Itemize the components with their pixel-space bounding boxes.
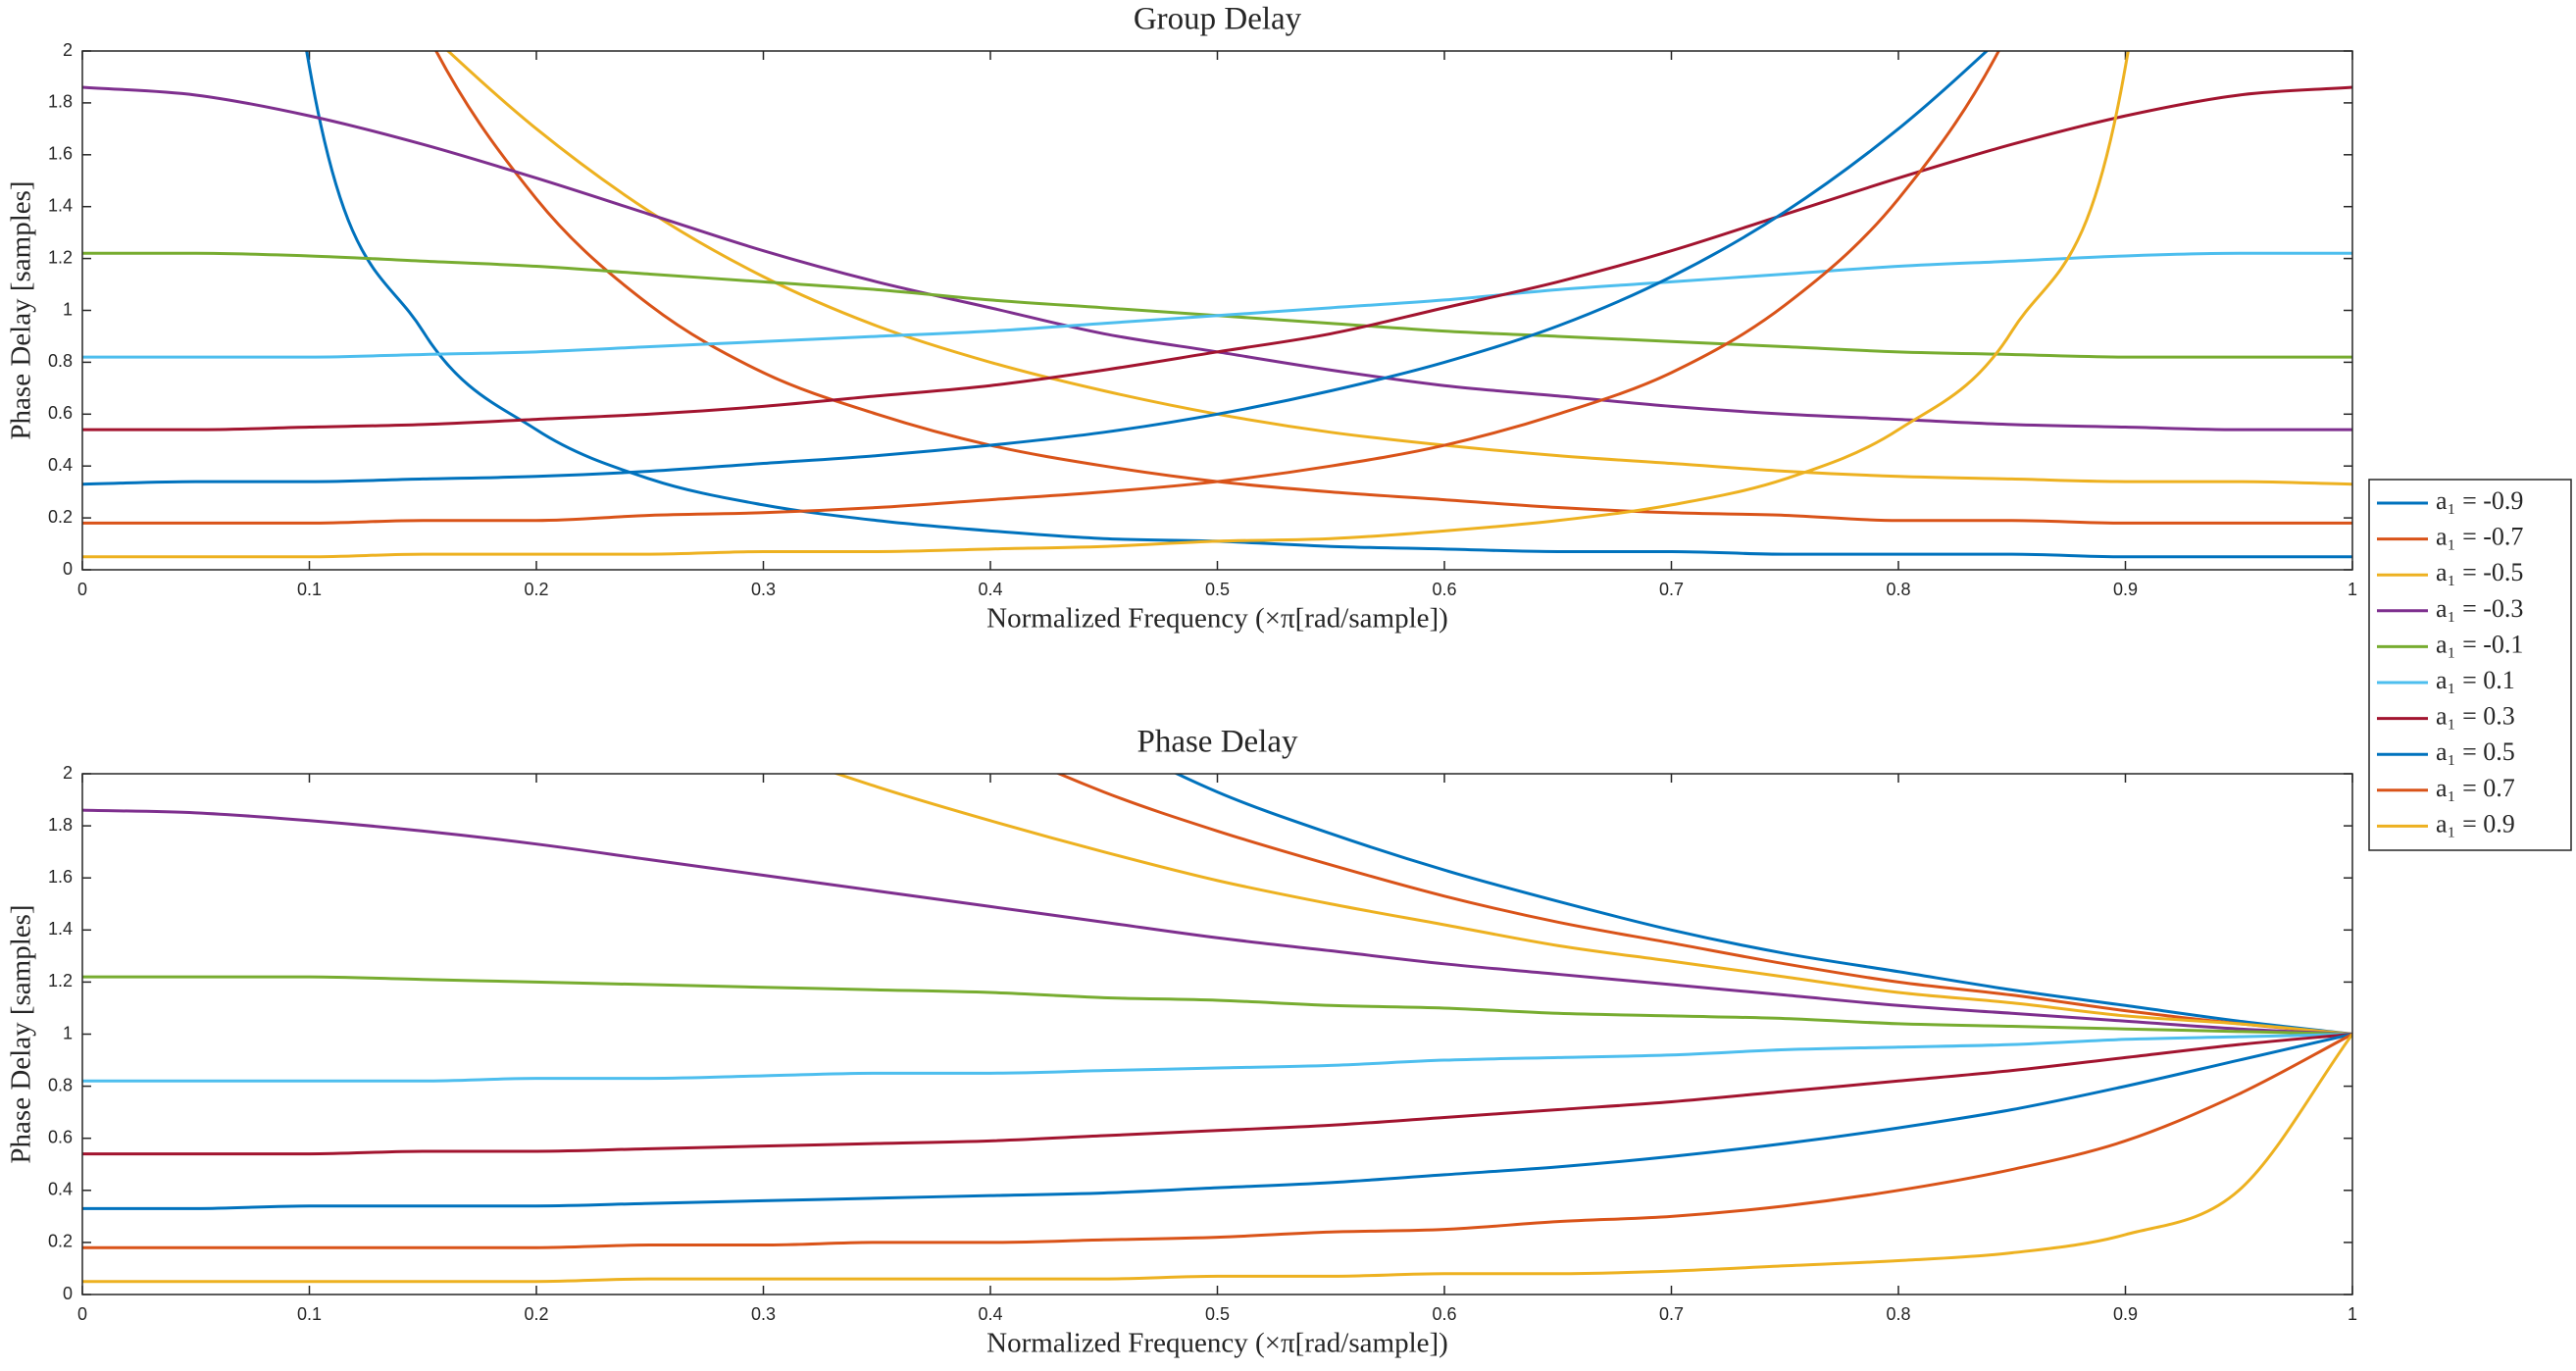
data-line — [82, 51, 2000, 525]
plot-area — [82, 51, 2352, 570]
y-tick-label: 0.8 — [48, 351, 73, 371]
x-tick-label: 0.8 — [1886, 1304, 1910, 1324]
x-tick-label: 0.3 — [751, 580, 776, 599]
axes-box — [81, 773, 2353, 1295]
data-line — [82, 51, 2130, 559]
x-axis-label: Normalized Frequency (×π[rad/sample]) — [986, 1328, 1448, 1359]
y-tick-label: 0.2 — [48, 507, 73, 527]
data-line — [445, 51, 2352, 486]
y-tick-label: 0.6 — [48, 1127, 73, 1146]
x-tick-label: 0.2 — [524, 580, 548, 599]
y-tick-label: 0.6 — [48, 403, 73, 423]
data-line — [82, 1033, 2352, 1083]
x-tick-label: 0.6 — [1432, 580, 1456, 599]
data-line — [305, 51, 2352, 559]
chart-title: Phase Delay — [1136, 725, 1298, 760]
y-axis-label: Phase Delay [samples] — [6, 180, 37, 439]
series-group — [82, 774, 2352, 1284]
x-tick-label: 0.3 — [751, 1304, 776, 1324]
data-line — [833, 774, 2352, 1036]
x-tick-label: 0.4 — [978, 580, 1002, 599]
y-tick-label: 1.6 — [48, 867, 73, 887]
y-tick-label: 0.4 — [48, 455, 73, 475]
x-tick-label: 0.9 — [2113, 580, 2138, 599]
legend-label: a₁ = -0.9 — [2436, 486, 2523, 515]
y-tick-label: 0 — [63, 1284, 73, 1303]
data-line — [82, 975, 2352, 1036]
legend-label: a₁ = -0.5 — [2436, 558, 2523, 586]
data-line — [1173, 774, 2352, 1036]
data-line — [1055, 774, 2352, 1036]
axes-box — [81, 50, 2353, 571]
y-tick-label: 0.2 — [48, 1232, 73, 1251]
data-line — [82, 1033, 2352, 1249]
x-tick-label: 0.2 — [524, 1304, 548, 1324]
legend-label: a₁ = -0.1 — [2436, 630, 2523, 658]
legend-label: a₁ = 0.1 — [2436, 666, 2515, 694]
x-tick-label: 0.1 — [297, 580, 322, 599]
x-tick-label: 0 — [77, 1304, 87, 1324]
legend-label: a₁ = -0.3 — [2436, 594, 2523, 623]
legend-label: a₁ = 0.5 — [2436, 737, 2515, 766]
x-tick-label: 1 — [2348, 1304, 2357, 1324]
plot-area — [82, 774, 2352, 1295]
x-tick-label: 0.9 — [2113, 1304, 2138, 1324]
x-axis-label: Normalized Frequency (×π[rad/sample]) — [986, 603, 1448, 635]
data-line — [82, 251, 2352, 359]
legend-box — [2368, 479, 2572, 851]
y-tick-label: 0.8 — [48, 1075, 73, 1094]
y-tick-label: 1.8 — [48, 815, 73, 835]
x-tick-label: 0.4 — [978, 1304, 1002, 1324]
x-tick-label: 0 — [77, 580, 87, 599]
y-tick-label: 1.4 — [48, 919, 73, 939]
x-tick-label: 0.7 — [1659, 1304, 1684, 1324]
x-tick-label: 0.5 — [1205, 580, 1230, 599]
legend-label: a₁ = 0.9 — [2436, 809, 2515, 838]
y-tick-label: 2 — [63, 763, 73, 783]
x-tick-label: 0.5 — [1205, 1304, 1230, 1324]
data-line — [82, 808, 2352, 1036]
series-group — [82, 51, 2352, 559]
y-axis-label: Phase Delay [samples] — [6, 904, 37, 1163]
y-tick-label: 1.2 — [48, 971, 73, 990]
data-line — [434, 51, 2352, 525]
legend-label: a₁ = -0.7 — [2436, 523, 2523, 551]
y-tick-label: 1 — [63, 1023, 73, 1042]
y-tick-label: 1.4 — [48, 195, 73, 215]
y-tick-label: 0.4 — [48, 1180, 73, 1199]
y-tick-label: 0 — [63, 559, 73, 579]
data-line — [82, 1033, 2352, 1284]
y-tick-label: 1.6 — [48, 144, 73, 164]
y-tick-label: 1.2 — [48, 247, 73, 267]
legend-label: a₁ = 0.3 — [2436, 702, 2515, 731]
y-tick-label: 2 — [63, 40, 73, 60]
y-tick-label: 1.8 — [48, 92, 73, 112]
data-line — [82, 1033, 2352, 1210]
y-tick-label: 1 — [63, 299, 73, 319]
x-tick-label: 1 — [2348, 580, 2357, 599]
x-tick-label: 0.1 — [297, 1304, 322, 1324]
x-tick-label: 0.6 — [1432, 1304, 1456, 1324]
chart-title: Group Delay — [1134, 2, 1302, 37]
x-tick-label: 0.7 — [1659, 580, 1684, 599]
data-line — [82, 85, 2352, 432]
x-tick-label: 0.8 — [1886, 580, 1910, 599]
data-line — [82, 1033, 2352, 1156]
data-line — [82, 51, 1990, 486]
legend-label: a₁ = 0.7 — [2436, 774, 2515, 802]
